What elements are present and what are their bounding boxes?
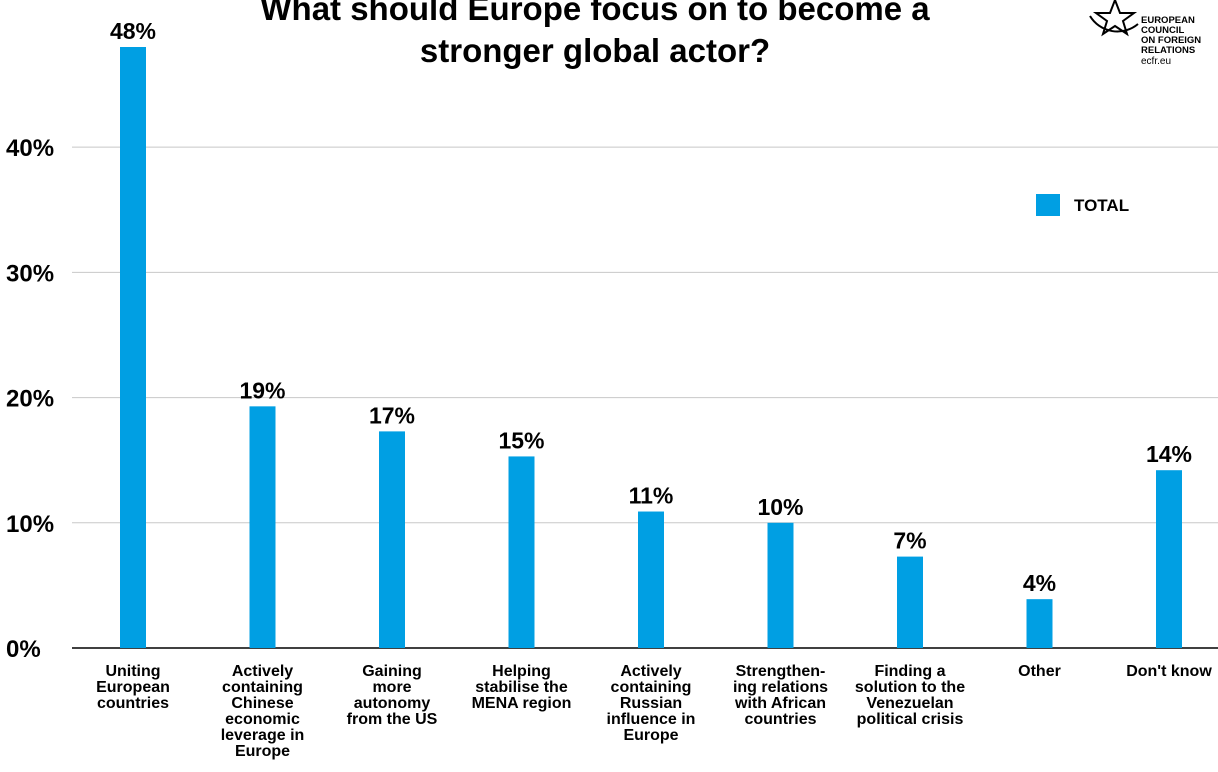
legend: TOTAL (1036, 194, 1129, 216)
star-circle-icon (1089, 0, 1139, 37)
x-tick-label: Gaining more autonomy from the US (347, 663, 438, 728)
data-label: 4% (1023, 570, 1056, 596)
y-tick-label: 10% (6, 511, 54, 538)
x-tick-label: Actively containing Chinese economic leverag… (221, 663, 305, 760)
bars (120, 47, 1182, 648)
x-tick-label: Other (1018, 663, 1061, 680)
logo-line-2: COUNCIL (1141, 25, 1184, 36)
x-axis-labels: Uniting European countries Actively containi… (96, 663, 1212, 760)
x-tick-label: Strengthen-ing relations with African coun… (733, 663, 828, 728)
data-labels: 48% 19% 17% 15% 11% 10% 7% 4% 14% (110, 18, 1192, 596)
y-tick-label: 0% (6, 636, 41, 663)
x-tick-label: Don't know (1126, 663, 1212, 680)
bar (120, 47, 146, 648)
x-tick-label: Uniting European countries (96, 663, 170, 712)
bar (767, 522, 794, 648)
legend-swatch (1036, 194, 1060, 216)
x-tick-label: Helping stabilise the MENA region (472, 663, 572, 712)
x-tick-label: Actively containing Russian influence in Eur… (607, 663, 696, 744)
y-tick-label: 40% (6, 135, 54, 162)
logo-line-1: EUROPEAN (1141, 15, 1195, 26)
data-label: 14% (1146, 441, 1192, 467)
y-axis: 0% 10% 20% 30% 40% (6, 135, 54, 663)
bar (1156, 470, 1182, 648)
bar (897, 556, 923, 648)
chart-title-line-2: stronger global actor? (420, 32, 770, 69)
bar (638, 511, 664, 648)
data-label: 15% (498, 427, 544, 453)
data-label: 17% (369, 402, 415, 428)
legend-label: TOTAL (1074, 196, 1129, 215)
data-label: 19% (239, 377, 285, 403)
logo-url: ecfr.eu (1141, 56, 1171, 67)
bar (1026, 599, 1053, 648)
bar (508, 456, 535, 648)
x-tick-label: Finding a solution to the Venezuelan politi… (855, 663, 965, 728)
bar (249, 406, 276, 648)
y-tick-label: 30% (6, 260, 54, 287)
data-label: 7% (893, 528, 926, 554)
data-label: 10% (757, 494, 803, 520)
logo-line-3: ON FOREIGN (1141, 35, 1201, 46)
ecfr-logo: EUROPEAN COUNCIL ON FOREIGN RELATIONS ec… (1089, 0, 1201, 67)
y-tick-label: 20% (6, 386, 54, 413)
logo-line-4: RELATIONS (1141, 45, 1195, 56)
bar (379, 431, 405, 648)
data-label: 11% (629, 483, 674, 509)
data-label: 48% (110, 18, 156, 44)
chart-title-line-1: What should Europe focus on to become a (260, 0, 930, 27)
